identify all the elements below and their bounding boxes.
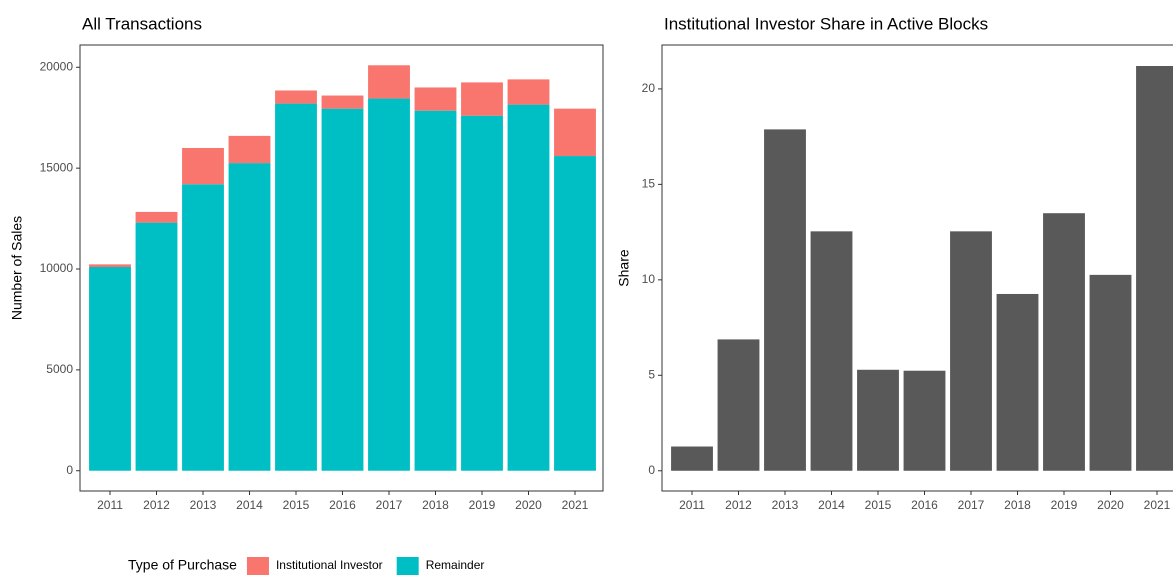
- panel-border: [661, 44, 1173, 492]
- y-tick-label: 5: [648, 367, 655, 381]
- x-tick-label: 2021: [562, 498, 589, 512]
- x-tick-label: 2019: [469, 498, 496, 512]
- legend-label: Remainder: [426, 558, 485, 572]
- bar-segment: [507, 104, 550, 471]
- y-tick-label: 15: [642, 177, 656, 191]
- y-tick-label: 0: [648, 463, 655, 477]
- x-tick-label: 2011: [679, 498, 705, 512]
- bar: [903, 370, 946, 471]
- y-tick-label: 10000: [40, 261, 74, 275]
- bar-segment: [554, 156, 596, 471]
- x-tick-label: 2017: [376, 498, 403, 512]
- x-tick-label: 2019: [1051, 498, 1078, 512]
- x-tick-label: 2020: [515, 498, 542, 512]
- y-tick-label: 20000: [40, 59, 74, 73]
- x-tick-label: 2012: [143, 498, 170, 512]
- bar-segment: [461, 115, 503, 471]
- bar-segment: [414, 110, 457, 471]
- bar: [671, 446, 713, 471]
- x-tick-label: 2021: [1144, 498, 1171, 512]
- bars: [671, 66, 1173, 471]
- bars: [89, 65, 596, 471]
- bar: [1136, 66, 1173, 471]
- bar-segment: [135, 211, 178, 223]
- bar-segment: [182, 184, 224, 471]
- bar-segment: [228, 163, 271, 471]
- bar-segment: [321, 108, 364, 471]
- panel-border: [79, 44, 604, 492]
- y-tick-label: 0: [66, 463, 73, 477]
- x-tick-label: 2015: [283, 498, 310, 512]
- y-tick-label: 15000: [40, 160, 74, 174]
- y-axis-title: Number of Sales: [9, 216, 25, 320]
- chart-title: Institutional Investor Share in Active B…: [664, 14, 988, 33]
- bar-segment: [275, 90, 317, 104]
- bar-segment: [275, 103, 317, 471]
- bar-segment: [554, 108, 596, 157]
- bar-segment: [228, 135, 271, 164]
- bar-segment: [368, 98, 410, 471]
- x-tick-label: 2013: [190, 498, 217, 512]
- bar: [996, 293, 1039, 471]
- bar-segment: [461, 82, 503, 116]
- bar: [810, 231, 853, 471]
- x-tick-label: 2018: [1004, 498, 1031, 512]
- x-tick-label: 2012: [725, 498, 752, 512]
- y-tick-label: 10: [642, 272, 656, 286]
- chart-title: All Transactions: [82, 14, 202, 33]
- bar-segment: [414, 87, 457, 111]
- bar-segment: [89, 264, 131, 267]
- x-tick-label: 2014: [236, 498, 263, 512]
- bar-segment: [135, 222, 178, 471]
- bar-segment: [89, 266, 131, 471]
- bar: [1089, 274, 1132, 471]
- x-tick-label: 2015: [865, 498, 892, 512]
- x-tick-label: 2018: [422, 498, 449, 512]
- y-tick-label: 5000: [46, 362, 73, 376]
- y-axis-title: Share: [616, 249, 632, 287]
- bar: [950, 231, 992, 471]
- bar: [857, 369, 899, 471]
- legend-label: Institutional Investor: [276, 558, 383, 572]
- bar: [717, 339, 760, 471]
- x-tick-label: 2017: [958, 498, 985, 512]
- bar-segment: [321, 95, 364, 109]
- legend-swatch: [246, 557, 269, 575]
- y-tick-label: 20: [642, 81, 656, 95]
- bar-segment: [507, 79, 550, 105]
- x-tick-label: 2016: [911, 498, 938, 512]
- x-tick-label: 2013: [772, 498, 799, 512]
- legend-swatch: [396, 557, 419, 575]
- x-tick-label: 2016: [329, 498, 356, 512]
- bar-segment: [368, 65, 410, 99]
- bar: [764, 129, 806, 471]
- x-tick-label: 2020: [1097, 498, 1124, 512]
- legend-title: Type of Purchase: [128, 557, 237, 573]
- x-tick-label: 2014: [818, 498, 845, 512]
- x-tick-label: 2011: [97, 498, 123, 512]
- bar-segment: [182, 147, 224, 185]
- bar: [1043, 213, 1085, 471]
